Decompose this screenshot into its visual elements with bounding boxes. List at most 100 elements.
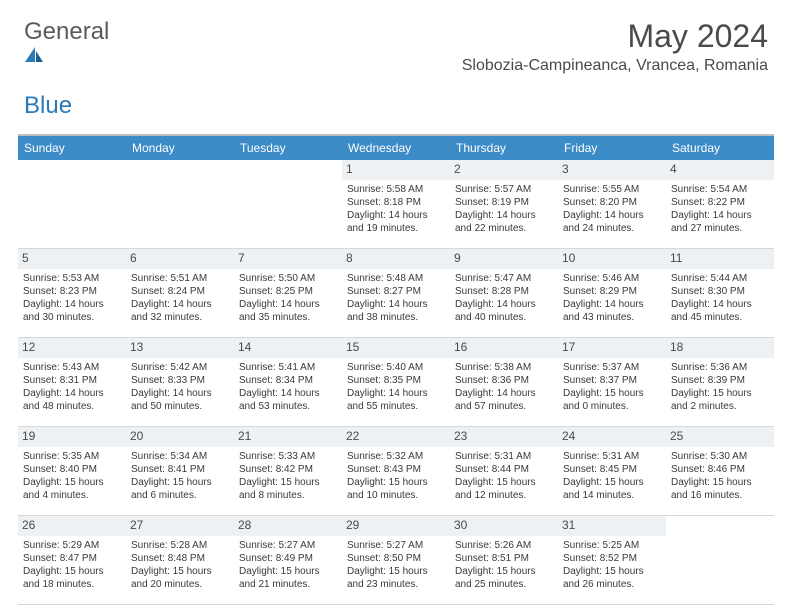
sunrise-text: Sunrise: 5:32 AM [347,450,445,463]
day-number: 22 [342,427,450,447]
day-cell: 17Sunrise: 5:37 AMSunset: 8:37 PMDayligh… [558,338,666,426]
day-cell: 3Sunrise: 5:55 AMSunset: 8:20 PMDaylight… [558,160,666,248]
day-cell: 2Sunrise: 5:57 AMSunset: 8:19 PMDaylight… [450,160,558,248]
day-cell: 25Sunrise: 5:30 AMSunset: 8:46 PMDayligh… [666,427,774,515]
day-number: 2 [450,160,558,180]
daylight-text: Daylight: 14 hours and 32 minutes. [131,298,229,324]
sunset-text: Sunset: 8:45 PM [563,463,661,476]
daylight-text: Daylight: 14 hours and 22 minutes. [455,209,553,235]
day-number: 9 [450,249,558,269]
location-text: Slobozia-Campineanca, Vrancea, Romania [462,57,768,75]
day-cell: 31Sunrise: 5:25 AMSunset: 8:52 PMDayligh… [558,516,666,604]
sunset-text: Sunset: 8:46 PM [671,463,769,476]
sunset-text: Sunset: 8:50 PM [347,552,445,565]
day-cell: 20Sunrise: 5:34 AMSunset: 8:41 PMDayligh… [126,427,234,515]
sunset-text: Sunset: 8:36 PM [455,374,553,387]
weekday-header: Sunday Monday Tuesday Wednesday Thursday… [18,136,774,160]
weeks-container: 1Sunrise: 5:58 AMSunset: 8:18 PMDaylight… [18,160,774,605]
sunset-text: Sunset: 8:22 PM [671,196,769,209]
day-cell: 22Sunrise: 5:32 AMSunset: 8:43 PMDayligh… [342,427,450,515]
sunset-text: Sunset: 8:24 PM [131,285,229,298]
sunrise-text: Sunrise: 5:55 AM [563,183,661,196]
daylight-text: Daylight: 15 hours and 23 minutes. [347,565,445,591]
day-cell: 15Sunrise: 5:40 AMSunset: 8:35 PMDayligh… [342,338,450,426]
day-number: 29 [342,516,450,536]
sunset-text: Sunset: 8:37 PM [563,374,661,387]
day-cell: 5Sunrise: 5:53 AMSunset: 8:23 PMDaylight… [18,249,126,337]
day-cell: 4 Sunrise: 5:54 AMSunset: 8:22 PMDaylight… [666,160,774,248]
sunrise-text: Sunrise: 5:35 AM [23,450,121,463]
day-number: 12 [18,338,126,358]
title-block: May 2024 Slobozia-Campineanca, Vrancea, … [462,18,768,75]
daylight-text: Daylight: 14 hours and 19 minutes. [347,209,445,235]
daylight-text: Daylight: 15 hours and 14 minutes. [563,476,661,502]
sunset-text: Sunset: 8:40 PM [23,463,121,476]
sunset-text: Sunset: 8:34 PM [239,374,337,387]
day-cell: 12Sunrise: 5:43 AMSunset: 8:31 PMDayligh… [18,338,126,426]
day-number: 3 [558,160,666,180]
sunrise-text: Sunrise: 5:47 AM [455,272,553,285]
sunset-text: Sunset: 8:44 PM [455,463,553,476]
day-cell: 24Sunrise: 5:31 AMSunset: 8:45 PMDayligh… [558,427,666,515]
sunset-text: Sunset: 8:30 PM [671,285,769,298]
day-number: 19 [18,427,126,447]
sunrise-text: Sunrise: 5:38 AM [455,361,553,374]
week-row: 1Sunrise: 5:58 AMSunset: 8:18 PMDaylight… [18,160,774,249]
week-row: 26Sunrise: 5:29 AMSunset: 8:47 PMDayligh… [18,516,774,605]
daylight-text: Daylight: 15 hours and 18 minutes. [23,565,121,591]
empty-cell [234,160,342,248]
day-number: 20 [126,427,234,447]
daylight-text: Daylight: 14 hours and 38 minutes. [347,298,445,324]
daylight-text: Daylight: 15 hours and 12 minutes. [455,476,553,502]
daylight-text: Daylight: 14 hours and 30 minutes. [23,298,121,324]
day-number: 10 [558,249,666,269]
sunset-text: Sunset: 8:35 PM [347,374,445,387]
sunset-text: Sunset: 8:27 PM [347,285,445,298]
header: General Blue May 2024 Slobozia-Campineanc… [0,0,792,126]
day-number: 4 [666,160,774,180]
sunrise-text: Sunrise: 5:29 AM [23,539,121,552]
daylight-text: Daylight: 15 hours and 26 minutes. [563,565,661,591]
day-number: 25 [666,427,774,447]
day-cell: 9Sunrise: 5:47 AMSunset: 8:28 PMDaylight… [450,249,558,337]
sunset-text: Sunset: 8:49 PM [239,552,337,565]
month-title: May 2024 [462,18,768,55]
daylight-text: Daylight: 15 hours and 20 minutes. [131,565,229,591]
day-number: 6 [126,249,234,269]
day-cell: 1Sunrise: 5:58 AMSunset: 8:18 PMDaylight… [342,160,450,248]
daylight-text: Daylight: 15 hours and 8 minutes. [239,476,337,502]
day-cell: 16Sunrise: 5:38 AMSunset: 8:36 PMDayligh… [450,338,558,426]
logo-text-1: General [24,18,109,45]
calendar: Sunday Monday Tuesday Wednesday Thursday… [18,134,774,605]
sunrise-text: Sunrise: 5:31 AM [563,450,661,463]
daylight-text: Daylight: 14 hours and 53 minutes. [239,387,337,413]
sunrise-text: Sunrise: 5:57 AM [455,183,553,196]
weekday-sat: Saturday [666,136,774,160]
logo-text-2: Blue [24,92,72,119]
week-row: 5Sunrise: 5:53 AMSunset: 8:23 PMDaylight… [18,249,774,338]
sunrise-text: Sunrise: 5:44 AM [671,272,769,285]
sunrise-text: Sunrise: 5:51 AM [131,272,229,285]
daylight-text: Daylight: 15 hours and 21 minutes. [239,565,337,591]
sunset-text: Sunset: 8:25 PM [239,285,337,298]
sunrise-text: Sunrise: 5:33 AM [239,450,337,463]
week-row: 19 Sunrise: 5:35 AMSunset: 8:40 PM Dayligh… [18,427,774,516]
logo-sail-icon [24,46,111,64]
day-number: 5 [18,249,126,269]
sunset-text: Sunset: 8:48 PM [131,552,229,565]
sunrise-text: Sunrise: 5:54 AM [671,183,769,196]
day-cell: 28Sunrise: 5:27 AMSunset: 8:49 PMDayligh… [234,516,342,604]
daylight-text: Daylight: 14 hours and 57 minutes. [455,387,553,413]
sunset-text: Sunset: 8:51 PM [455,552,553,565]
daylight-text: Daylight: 14 hours and 27 minutes. [671,209,769,235]
day-cell: 27Sunrise: 5:28 AMSunset: 8:48 PMDayligh… [126,516,234,604]
daylight-text: Daylight: 15 hours and 0 minutes. [563,387,661,413]
sunset-text: Sunset: 8:33 PM [131,374,229,387]
daylight-text: Daylight: 14 hours and 55 minutes. [347,387,445,413]
day-number: 14 [234,338,342,358]
daylight-text: Daylight: 14 hours and 35 minutes. [239,298,337,324]
day-number: 1 [342,160,450,180]
weekday-sun: Sunday [18,136,126,160]
sunset-text: Sunset: 8:52 PM [563,552,661,565]
day-cell: 13Sunrise: 5:42 AMSunset: 8:33 PMDayligh… [126,338,234,426]
